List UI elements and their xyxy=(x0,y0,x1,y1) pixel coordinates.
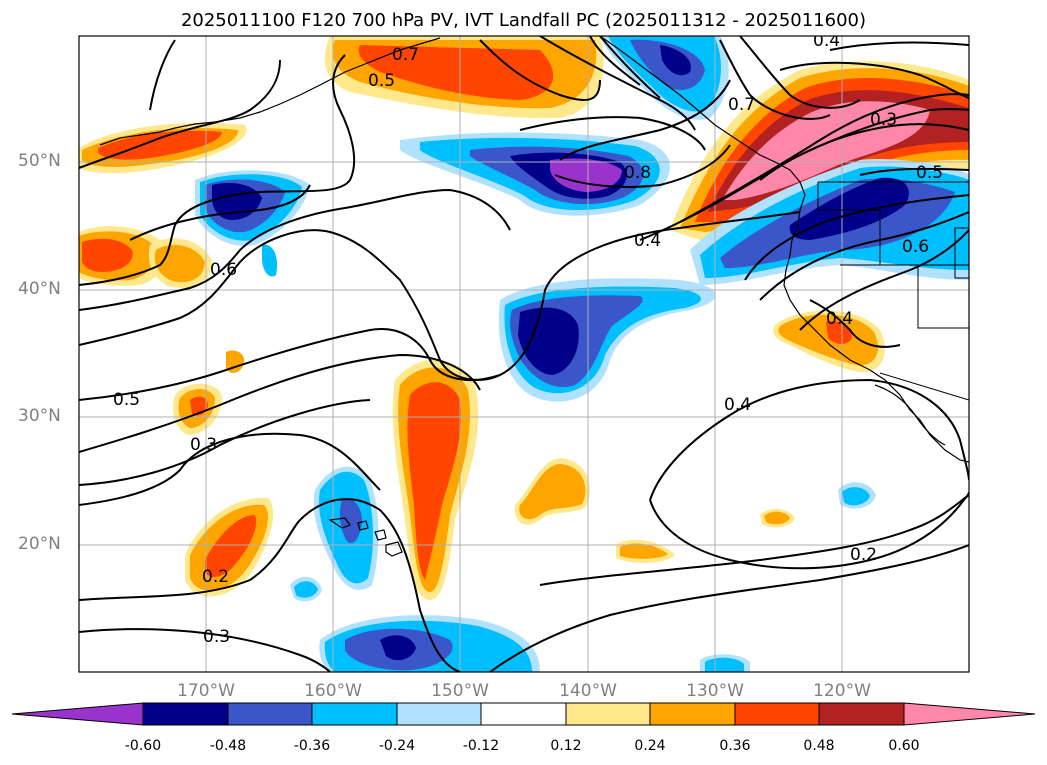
contour-label: 0.7 xyxy=(392,45,419,65)
coastlines xyxy=(99,36,969,557)
colorbar-extend-high xyxy=(903,702,1036,726)
colorbar-bin xyxy=(649,702,736,726)
colorbar-label: 0.48 xyxy=(803,738,835,754)
state-borders xyxy=(817,181,969,401)
pc-positive-blob-small-set xyxy=(173,310,885,597)
pc-negative-blob-central-pacific xyxy=(498,278,716,402)
contour-label: 0.2 xyxy=(202,567,229,587)
lon-tick-label: 160°W xyxy=(304,681,362,701)
pc-positive-blob-gulf-alaska xyxy=(324,36,604,119)
colorbar-bin xyxy=(396,702,482,726)
lat-tick-label: 20°N xyxy=(18,534,61,554)
contour-labels: 0.4 0.5 0.7 0.7 0.3 0.8 0.4 0.5 0.6 0.6 … xyxy=(113,31,943,647)
lat-tick-label: 30°N xyxy=(18,406,61,426)
contour-label: 0.4 xyxy=(826,309,853,329)
plot-area: 0.4 0.5 0.7 0.7 0.3 0.8 0.4 0.5 0.6 0.6 … xyxy=(79,31,969,672)
pc-negative-blob-pacific-northwest xyxy=(690,158,969,285)
colorbar-label: 0.60 xyxy=(888,738,920,754)
colorbar-bin xyxy=(142,702,229,726)
pv-contours xyxy=(79,36,969,672)
colorbar-label: -0.12 xyxy=(462,738,500,754)
plot-frame xyxy=(78,35,970,673)
colorbar-label: -0.60 xyxy=(124,738,162,754)
colorbar-bin xyxy=(818,702,905,726)
pc-positive-blob-central-tongue xyxy=(392,359,479,600)
lon-tick-label: 140°W xyxy=(559,681,617,701)
colorbar xyxy=(11,702,1036,726)
pc-positive-blob-west-edge xyxy=(79,226,212,289)
contour-label: 0.2 xyxy=(850,545,877,565)
contour-label: 0.6 xyxy=(210,260,237,280)
colorbar-bin xyxy=(565,702,651,726)
colorbar-label: 0.36 xyxy=(719,738,751,754)
contour-label: 0.4 xyxy=(813,31,840,51)
contour-label: 0.7 xyxy=(728,95,755,115)
contour-label: 0.3 xyxy=(870,110,897,130)
contour-label: 0.5 xyxy=(368,71,395,91)
colorbar-bin xyxy=(734,702,820,726)
lon-tick-label: 130°W xyxy=(686,681,744,701)
colorbar-label: -0.36 xyxy=(293,738,331,754)
map-title: 2025011100 F120 700 hPa PV, IVT Landfall… xyxy=(180,10,867,31)
contour-label: 0.6 xyxy=(902,237,929,257)
colorbar-label: 0.12 xyxy=(550,738,582,754)
lat-tick-label: 40°N xyxy=(18,279,61,299)
lat-tick-label: 50°N xyxy=(18,151,61,171)
pc-negative-blob-small-set xyxy=(290,36,876,672)
colorbar-bin xyxy=(311,702,398,726)
colorbar-label: -0.24 xyxy=(378,738,416,754)
contour-label: 0.4 xyxy=(634,231,661,251)
graticule xyxy=(79,36,969,672)
contour-label: 0.8 xyxy=(624,163,651,183)
contour-label: 0.3 xyxy=(190,435,217,455)
colorbar-label: -0.48 xyxy=(209,738,247,754)
contour-label: 0.4 xyxy=(724,395,751,415)
colorbar-label: 0.24 xyxy=(634,738,666,754)
contour-label: 0.5 xyxy=(916,163,943,183)
contour-label: 0.3 xyxy=(203,627,230,647)
pc-negative-blob-central-north xyxy=(195,170,310,277)
colorbar-bin xyxy=(227,702,313,726)
lon-tick-label: 120°W xyxy=(813,681,871,701)
lon-tick-label: 170°W xyxy=(177,681,235,701)
colorbar-extend-low xyxy=(11,702,144,726)
colorbar-bin xyxy=(480,702,567,726)
contour-label: 0.5 xyxy=(113,390,140,410)
lon-tick-label: 150°W xyxy=(431,681,489,701)
